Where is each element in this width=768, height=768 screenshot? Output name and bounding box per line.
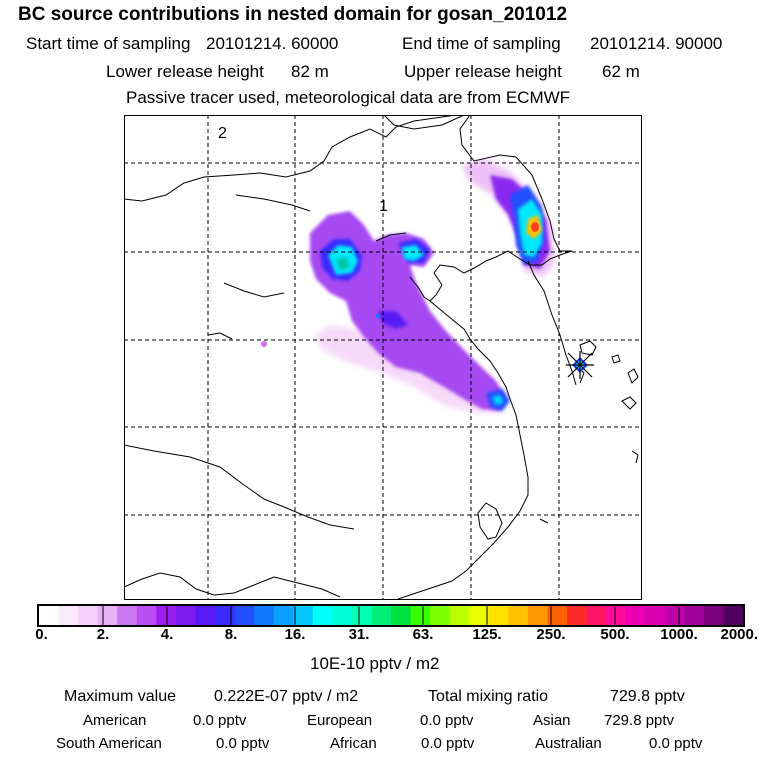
region-value-european: 0.0 pptv: [420, 712, 474, 729]
end-time-value: 20101214. 90000: [590, 34, 723, 53]
colorbar-frame: [37, 604, 745, 627]
colorbar-dividers: [102, 605, 680, 627]
upper-release-label: Upper release height: [404, 62, 562, 81]
region-name-asian: Asian: [533, 712, 571, 729]
colorbar-cell: [567, 606, 588, 626]
colorbar-cell: [469, 606, 490, 626]
lower-release-value: 82 m: [291, 62, 329, 81]
colorbar-tick-label: 125.: [472, 626, 502, 643]
colorbar-cell: [136, 606, 157, 626]
region-value-american: 0.0 pptv: [193, 712, 247, 729]
colorbar-cell: [527, 606, 549, 626]
colorbar: [37, 604, 745, 627]
domain-label-1: 1: [379, 198, 388, 215]
colorbar-cell: [117, 606, 138, 626]
end-time-label: End time of sampling: [402, 34, 561, 53]
colorbar-cell: [723, 606, 744, 626]
total-mixing-label: Total mixing ratio: [428, 688, 549, 705]
region-name-australian: Australian: [535, 735, 602, 752]
colorbar-cells: [39, 606, 744, 626]
colorbar-cell: [351, 606, 373, 626]
colorbar-cell: [664, 606, 685, 626]
region-name-african: African: [330, 735, 377, 752]
colorbar-tick-label: 500.: [600, 626, 630, 643]
colorbar-tick-label: 2.: [96, 626, 110, 643]
colorbar-tick-label: 16.: [284, 626, 306, 643]
region-value-south-american: 0.0 pptv: [216, 735, 270, 752]
region-name-south-american: South American: [56, 735, 162, 752]
colorbar-tick-label: 250.: [536, 626, 566, 643]
colorbar-cell: [234, 606, 255, 626]
colorbar-tick-label: 0.: [35, 626, 48, 643]
upper-release-value: 62 m: [602, 62, 640, 81]
plot-title: BC source contributions in nested domain…: [18, 4, 568, 25]
max-value: 0.222E-07 pptv / m2: [214, 688, 359, 705]
region-name-american: American: [83, 712, 147, 729]
colorbar-cell: [586, 606, 607, 626]
colorbar-tick-label: 31.: [348, 626, 370, 643]
colorbar-cell: [430, 606, 451, 626]
colorbar-cell: [703, 606, 725, 626]
map-frame: [124, 115, 642, 600]
colorbar-cell: [254, 606, 275, 626]
colorbar-cell: [371, 606, 392, 626]
colorbar-cell: [547, 606, 568, 626]
colorbar-cell: [312, 606, 333, 626]
star-icon: [566, 351, 594, 379]
colorbar-unit: 10E-10 pptv / m2: [310, 654, 440, 673]
total-mixing-value: 729.8 pptv: [610, 688, 685, 705]
domain-label-2: 2: [218, 125, 227, 142]
colorbar-cell: [410, 606, 431, 626]
region-value-australian: 0.0 pptv: [649, 735, 703, 752]
colorbar-cell: [606, 606, 627, 626]
colorbar-cell: [645, 606, 666, 626]
colorbar-cell: [58, 606, 79, 626]
region-value-asian: 729.8 pptv: [604, 712, 675, 729]
colorbar-cell: [39, 606, 60, 626]
colorbar-cell: [449, 606, 470, 626]
colorbar-cell: [156, 606, 177, 626]
region-name-european: European: [307, 712, 373, 729]
map-panel: 2 1: [124, 115, 642, 600]
colorbar-tick-label: 4.: [160, 626, 174, 643]
region-value-african: 0.0 pptv: [421, 735, 475, 752]
coastlines: [124, 115, 639, 600]
colorbar-cell: [684, 606, 705, 626]
colorbar-cell: [175, 606, 197, 626]
colorbar-cell: [391, 606, 412, 626]
colorbar-cell: [508, 606, 529, 626]
lower-release-label: Lower release height: [106, 62, 264, 81]
colorbar-cell: [293, 606, 314, 626]
colorbar-cell: [625, 606, 646, 626]
colorbar-tick-label: 63.: [412, 626, 434, 643]
start-time-value: 20101214. 60000: [206, 34, 339, 53]
tracer-note: Passive tracer used, meteorological data…: [126, 88, 571, 107]
colorbar-tick-label: 8.: [224, 626, 238, 643]
colorbar-cell: [215, 606, 236, 626]
colorbar-tick-label: 2000.: [720, 626, 759, 643]
start-time-label: Start time of sampling: [26, 34, 191, 53]
colorbar-tick-label: 1000.: [660, 626, 698, 643]
colorbar-cell: [97, 606, 118, 626]
colorbar-cell: [488, 606, 509, 626]
colorbar-cell: [332, 606, 353, 626]
max-value-label: Maximum value: [64, 688, 177, 705]
lat-lon-grid: [124, 115, 642, 600]
colorbar-cell: [195, 606, 216, 626]
colorbar-cell: [78, 606, 99, 626]
colorbar-cell: [273, 606, 294, 626]
